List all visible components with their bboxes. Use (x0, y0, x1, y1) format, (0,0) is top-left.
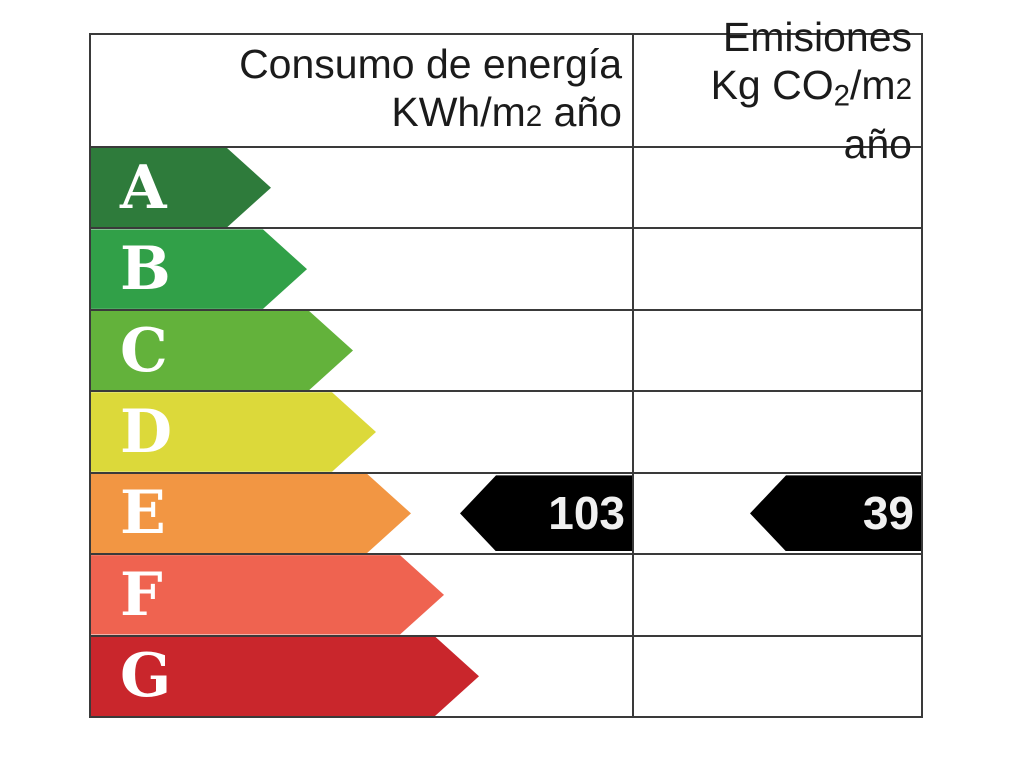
emissions-column-header: Emisiones Kg CO2/m2 año (632, 14, 921, 167)
rating-letter-g: G (120, 641, 172, 712)
rating-row-g: G (91, 636, 921, 716)
rating-arrow-e: E (91, 474, 411, 553)
rating-letter-d: D (120, 396, 173, 467)
emissions-cell-f (632, 555, 921, 635)
energy-rating-table: Consumo de energía KWh/m2 año Emisiones … (89, 14, 923, 718)
emissions-cell-c (632, 310, 921, 391)
consumption-value-arrow: 103 (460, 475, 632, 552)
rating-arrow-g: G (91, 637, 479, 716)
emissions-cell-g (632, 636, 921, 716)
consumption-header-unit: KWh/m2 año (391, 89, 622, 135)
rating-arrow-c: C (91, 311, 353, 390)
rating-cell-f: F (91, 555, 632, 634)
consumption-unit-superscript: 2 (525, 100, 543, 133)
rating-row-d: D (91, 392, 921, 474)
emissions-cell-a (632, 148, 921, 228)
rating-letter-b: B (120, 234, 171, 305)
emissions-cell-e (632, 473, 921, 554)
emissions-header-title: Emisiones (722, 13, 912, 60)
emissions-value-arrow: 39 (750, 475, 921, 552)
rating-letter-e: E (120, 478, 166, 549)
consumption-header-title: Consumo de energía (239, 41, 622, 87)
rating-cell-g: G (91, 637, 632, 716)
emissions-unit-superscript: 2 (895, 72, 912, 106)
rating-letter-c: C (120, 315, 168, 386)
rating-row-c: C (91, 310, 921, 393)
rating-row-b: B (91, 229, 921, 311)
emissions-cell-b (632, 229, 921, 309)
rating-letter-f: F (120, 559, 163, 630)
emissions-header-unit: Kg CO2/m2 año (710, 61, 912, 168)
rating-row-a: A (91, 148, 921, 230)
consumption-value: 103 (548, 487, 625, 540)
rating-cell-d: D (91, 392, 632, 471)
rating-row-f: F (91, 555, 921, 637)
rating-cell-a: A (91, 148, 632, 227)
table-header-row: Consumo de energía KWh/m2 año Emisiones … (91, 14, 921, 167)
rating-cell-e: E (91, 474, 632, 553)
rating-letter-a: A (120, 152, 167, 223)
rating-row-e: E 103 39 (91, 473, 921, 556)
rating-arrow-f: F (91, 555, 444, 634)
consumption-column-header: Consumo de energía KWh/m2 año (91, 35, 632, 146)
rating-cell-b: B (91, 229, 632, 308)
emissions-value: 39 (862, 487, 914, 540)
emissions-cell-d (632, 392, 921, 472)
rating-arrow-d: D (91, 392, 376, 471)
rating-cell-c: C (91, 311, 632, 390)
rating-arrow-b: B (91, 229, 307, 308)
rating-arrow-a: A (91, 148, 271, 227)
emissions-unit-subscript: 2 (833, 79, 851, 113)
